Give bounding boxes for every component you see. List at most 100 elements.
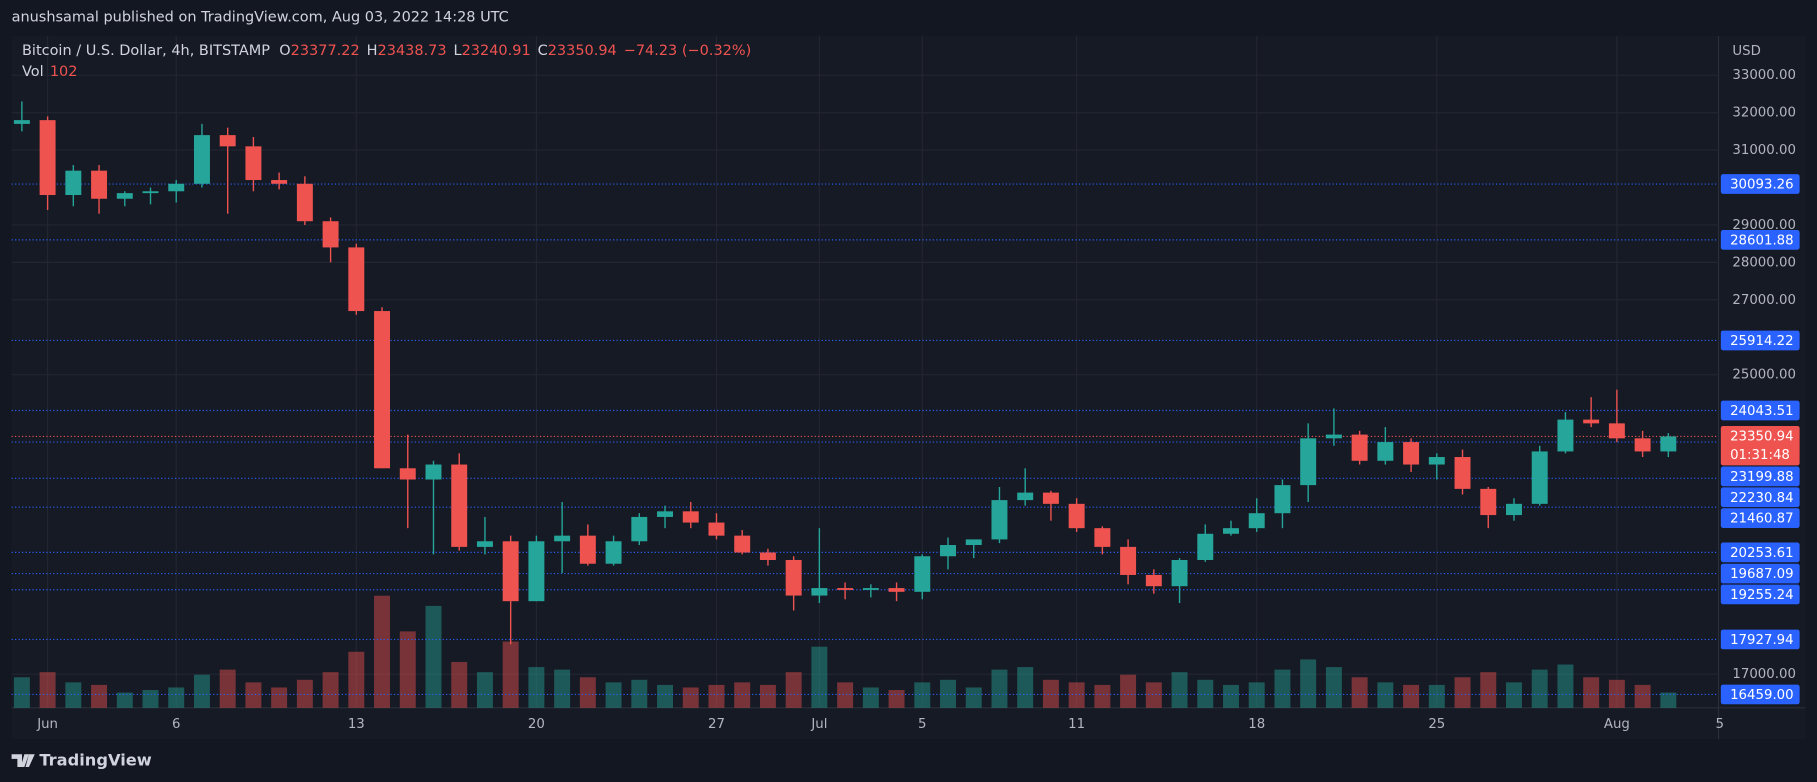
volume-bar <box>322 672 339 708</box>
volume-bar <box>39 672 56 708</box>
x-tick-label: Aug <box>1604 717 1630 732</box>
volume-bar <box>1557 664 1574 708</box>
candle-body <box>1248 513 1265 529</box>
y-tick-label: 17000.00 <box>1732 667 1796 682</box>
volume-bar <box>1145 682 1162 708</box>
x-tick-label: Jun <box>36 717 58 732</box>
candle-body <box>657 511 674 517</box>
level-label: 21460.87 <box>1730 512 1794 527</box>
volume-bar <box>1171 672 1188 708</box>
level-label: 20253.61 <box>1730 546 1794 561</box>
candle-body <box>837 588 854 590</box>
level-label: 23199.88 <box>1730 470 1794 485</box>
candle-body <box>1351 434 1368 461</box>
volume-bar <box>682 687 699 708</box>
candle-body <box>39 120 56 196</box>
volume-bar <box>837 682 854 708</box>
level-box <box>1720 330 1800 351</box>
volume-bar <box>245 682 262 708</box>
candle-body <box>142 191 159 194</box>
chart-title: Bitcoin / U.S. Dollar, 4h, BITSTAMP <box>22 43 270 59</box>
candle-body <box>193 135 210 184</box>
candle-body <box>1068 503 1085 529</box>
y-tick-label: 29000.00 <box>1732 218 1796 233</box>
candle-body <box>554 535 571 542</box>
volume-bar <box>1042 679 1059 708</box>
candle-body <box>476 541 493 547</box>
candle-body <box>13 120 30 124</box>
candle-body <box>1120 546 1137 575</box>
candle-body <box>940 545 956 557</box>
volume-bar <box>476 672 493 708</box>
volume-bar <box>759 684 776 708</box>
candle-body <box>168 183 185 192</box>
volume-bar <box>271 687 288 708</box>
volume-bar <box>1454 677 1471 708</box>
ohlc-key: C <box>538 43 548 59</box>
last-price-label: 23350.94 <box>1730 429 1794 444</box>
x-tick-label: 11 <box>1068 717 1085 732</box>
candle-body <box>91 170 108 199</box>
level-box <box>1720 584 1800 605</box>
x-tick-label: 6 <box>172 717 180 732</box>
x-tick-label: 20 <box>528 717 545 732</box>
volume-bar <box>142 690 159 708</box>
y-tick-label: 27000.00 <box>1732 293 1796 308</box>
level-box <box>1720 487 1800 508</box>
volume-bar <box>193 674 210 708</box>
axes: 33000.00 32000.00 31000.00 29000.00 28000.00… <box>36 68 1796 732</box>
candle-body <box>1660 436 1677 452</box>
level-box <box>1720 542 1800 563</box>
volume-bar <box>862 687 879 708</box>
level-label: 24043.51 <box>1730 404 1794 419</box>
level-box <box>1720 230 1800 250</box>
volume-bar <box>348 651 365 708</box>
candle-body <box>399 468 416 480</box>
volume-bar <box>1480 672 1497 708</box>
x-tick-label: Jul <box>810 717 827 732</box>
candle-body <box>1094 528 1111 547</box>
level-label: 25914.22 <box>1730 334 1794 349</box>
publisher: anushsamal published on TradingView.com,… <box>12 9 509 25</box>
candle-body <box>502 541 519 602</box>
candle-body <box>1557 419 1574 452</box>
candle-body <box>579 535 596 564</box>
candle-body <box>811 588 828 596</box>
ohlc-key: L <box>454 43 462 59</box>
volume-bar <box>1223 684 1239 708</box>
volume-label: Vol <box>22 64 44 80</box>
candle-body <box>991 500 1008 540</box>
candle-body <box>862 588 879 590</box>
x-tick-label: 13 <box>348 717 365 732</box>
x-tick-label: 18 <box>1248 717 1265 732</box>
x-tick-label: 5 <box>918 717 926 732</box>
volume-bar <box>631 679 648 708</box>
candle-body <box>451 464 468 547</box>
volume-bar <box>811 646 828 708</box>
volume-bar <box>168 687 185 708</box>
countdown: 01:31:48 <box>1730 448 1790 463</box>
candle-body <box>1223 528 1239 534</box>
volume-bar <box>579 677 596 708</box>
candle-body <box>425 464 442 480</box>
candle-body <box>914 556 931 592</box>
volume-bar <box>914 682 931 708</box>
y-tick-label: 31000.00 <box>1732 143 1796 158</box>
volume-value: 102 <box>50 64 78 80</box>
candle-body <box>1403 442 1420 465</box>
candle-body <box>1274 485 1291 514</box>
candle-body <box>1017 492 1034 501</box>
level-label: 19687.09 <box>1730 567 1794 582</box>
volume-bar <box>1325 667 1342 708</box>
candle-body <box>785 559 802 596</box>
volume-bar <box>965 687 982 708</box>
candle-body <box>219 135 236 147</box>
level-label: 22230.84 <box>1730 491 1794 506</box>
volume-bar <box>65 682 82 708</box>
ohlc-value: 23377.22 <box>291 43 360 59</box>
volume-pane <box>13 595 1677 708</box>
level-box <box>1720 563 1800 584</box>
y-tick-label: 32000.00 <box>1732 106 1796 121</box>
volume-bar <box>605 682 622 708</box>
candle-body <box>528 541 545 602</box>
